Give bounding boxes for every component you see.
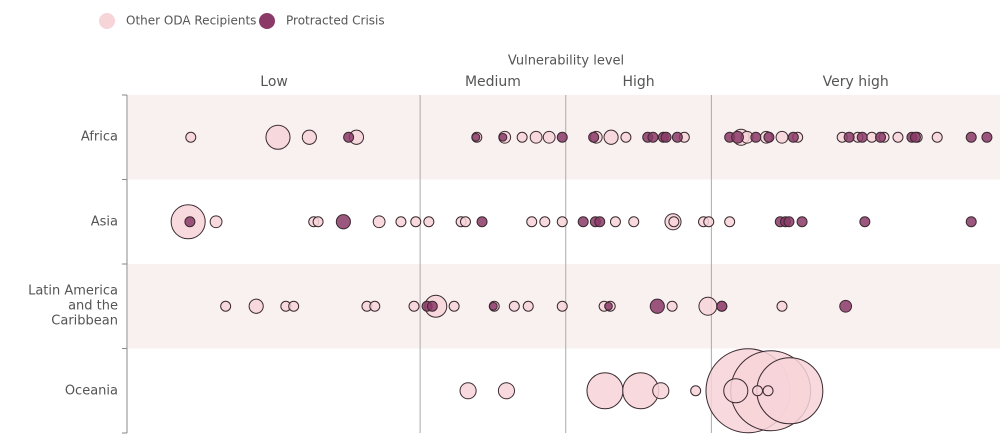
data-point <box>965 131 977 143</box>
data-point <box>931 131 943 143</box>
data-point <box>395 216 407 228</box>
data-point <box>448 300 460 312</box>
data-point <box>660 131 672 143</box>
data-point <box>556 131 568 143</box>
data-point <box>184 216 196 228</box>
legend-label: Protracted Crisis <box>286 14 385 28</box>
data-point <box>892 131 904 143</box>
data-point <box>588 131 600 143</box>
data-point <box>594 216 606 228</box>
data-point <box>859 216 871 228</box>
data-point <box>516 131 528 143</box>
data-point <box>698 296 718 316</box>
data-point <box>522 300 534 312</box>
data-point <box>875 131 887 143</box>
data-point <box>423 216 435 228</box>
axis-title: Vulnerability level <box>508 54 624 69</box>
data-point <box>335 214 351 230</box>
data-point <box>459 216 471 228</box>
data-point <box>965 216 977 228</box>
legend-swatch <box>99 13 115 29</box>
data-point <box>556 216 568 228</box>
data-point <box>372 215 386 229</box>
data-point <box>652 382 670 400</box>
data-point <box>471 132 481 142</box>
data-point <box>981 131 993 143</box>
data-point <box>647 131 659 143</box>
data-point <box>843 131 855 143</box>
data-point <box>542 130 556 144</box>
data-point <box>312 216 324 228</box>
data-point <box>731 130 744 144</box>
data-point <box>497 382 516 400</box>
data-point <box>716 300 728 312</box>
data-point <box>690 385 702 397</box>
data-point <box>628 216 640 228</box>
data-point <box>609 216 621 228</box>
y-tick-label: Latin America and the Caribbean <box>28 283 118 329</box>
data-point <box>529 130 543 144</box>
data-point <box>604 301 613 311</box>
band-label: Low <box>260 74 288 90</box>
data-point <box>620 131 632 143</box>
y-tick-label: Asia <box>90 214 118 230</box>
data-point <box>671 131 683 143</box>
data-point <box>763 131 775 143</box>
y-tick-label: Africa <box>80 129 118 145</box>
data-point <box>750 131 762 143</box>
data-point <box>488 301 498 311</box>
data-point <box>776 300 788 312</box>
data-point <box>577 216 589 228</box>
data-point <box>668 216 680 228</box>
data-point <box>703 216 715 228</box>
data-point <box>209 215 223 229</box>
data-point <box>752 385 764 397</box>
data-point <box>539 216 551 228</box>
data-point <box>556 300 568 312</box>
data-point <box>603 129 619 145</box>
data-point <box>248 298 264 314</box>
data-point <box>666 300 678 312</box>
data-point <box>796 216 808 228</box>
data-point <box>301 129 317 145</box>
data-point <box>649 298 665 314</box>
data-point <box>265 124 291 150</box>
data-point <box>762 385 774 397</box>
data-point <box>909 131 921 143</box>
data-point <box>410 216 422 228</box>
legend-label: Other ODA Recipients <box>126 14 256 28</box>
data-point <box>498 132 508 142</box>
data-point <box>508 300 520 312</box>
data-point <box>586 372 624 410</box>
data-point <box>856 131 868 143</box>
data-point <box>783 216 795 228</box>
band-label: High <box>622 74 654 90</box>
band-label: Very high <box>823 74 889 90</box>
data-point <box>185 131 197 143</box>
data-point <box>724 216 736 228</box>
y-tick-label: Oceania <box>64 383 118 399</box>
data-point <box>288 300 300 312</box>
data-point <box>526 216 538 228</box>
data-point <box>459 382 477 400</box>
data-point <box>220 300 232 312</box>
data-point <box>775 130 789 144</box>
data-point <box>787 131 799 143</box>
data-point <box>723 378 749 404</box>
band-label: Medium <box>465 74 521 90</box>
data-point <box>426 300 438 312</box>
data-point <box>839 299 853 313</box>
data-point <box>369 300 381 312</box>
legend-swatch <box>259 13 275 29</box>
data-point <box>476 216 488 228</box>
data-point <box>343 131 355 143</box>
data-point <box>408 300 420 312</box>
